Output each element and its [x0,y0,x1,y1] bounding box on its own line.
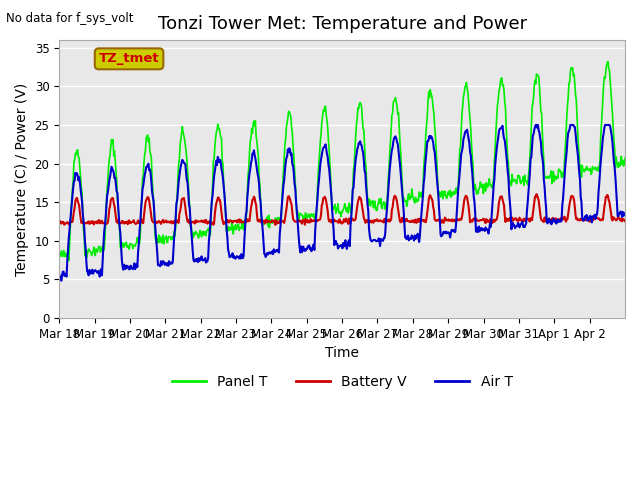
Line: Panel T: Panel T [59,61,625,261]
Battery V [276,217,284,223]
Air T [255,174,262,180]
Panel T [276,215,284,221]
Line: Battery V: Battery V [59,194,625,225]
Battery V [271,222,279,228]
Panel T [604,59,612,64]
Battery V [621,218,629,224]
Y-axis label: Temperature (C) / Power (V): Temperature (C) / Power (V) [15,83,29,276]
Air T [621,210,629,216]
Air T [58,278,65,284]
Air T [532,122,540,128]
Legend: Panel T, Battery V, Air T: Panel T, Battery V, Air T [166,369,518,394]
Panel T [122,240,130,245]
Battery V [254,218,262,224]
Panel T [255,154,262,159]
Panel T [401,198,409,204]
Panel T [433,160,441,166]
Battery V [122,220,129,226]
Text: TZ_tmet: TZ_tmet [99,52,159,65]
Text: No data for f_sys_volt: No data for f_sys_volt [6,12,134,25]
Air T [276,231,284,237]
X-axis label: Time: Time [325,346,359,360]
Air T [55,272,63,277]
Panel T [55,252,63,257]
Panel T [621,155,629,161]
Air T [122,263,130,268]
Battery V [55,221,63,227]
Air T [227,253,234,259]
Battery V [532,191,540,197]
Panel T [65,258,72,264]
Panel T [227,225,234,231]
Title: Tonzi Tower Met: Temperature and Power: Tonzi Tower Met: Temperature and Power [157,15,527,33]
Air T [401,234,409,240]
Battery V [401,218,409,224]
Battery V [433,217,441,223]
Battery V [226,218,234,224]
Line: Air T: Air T [59,125,625,281]
Air T [433,175,441,181]
